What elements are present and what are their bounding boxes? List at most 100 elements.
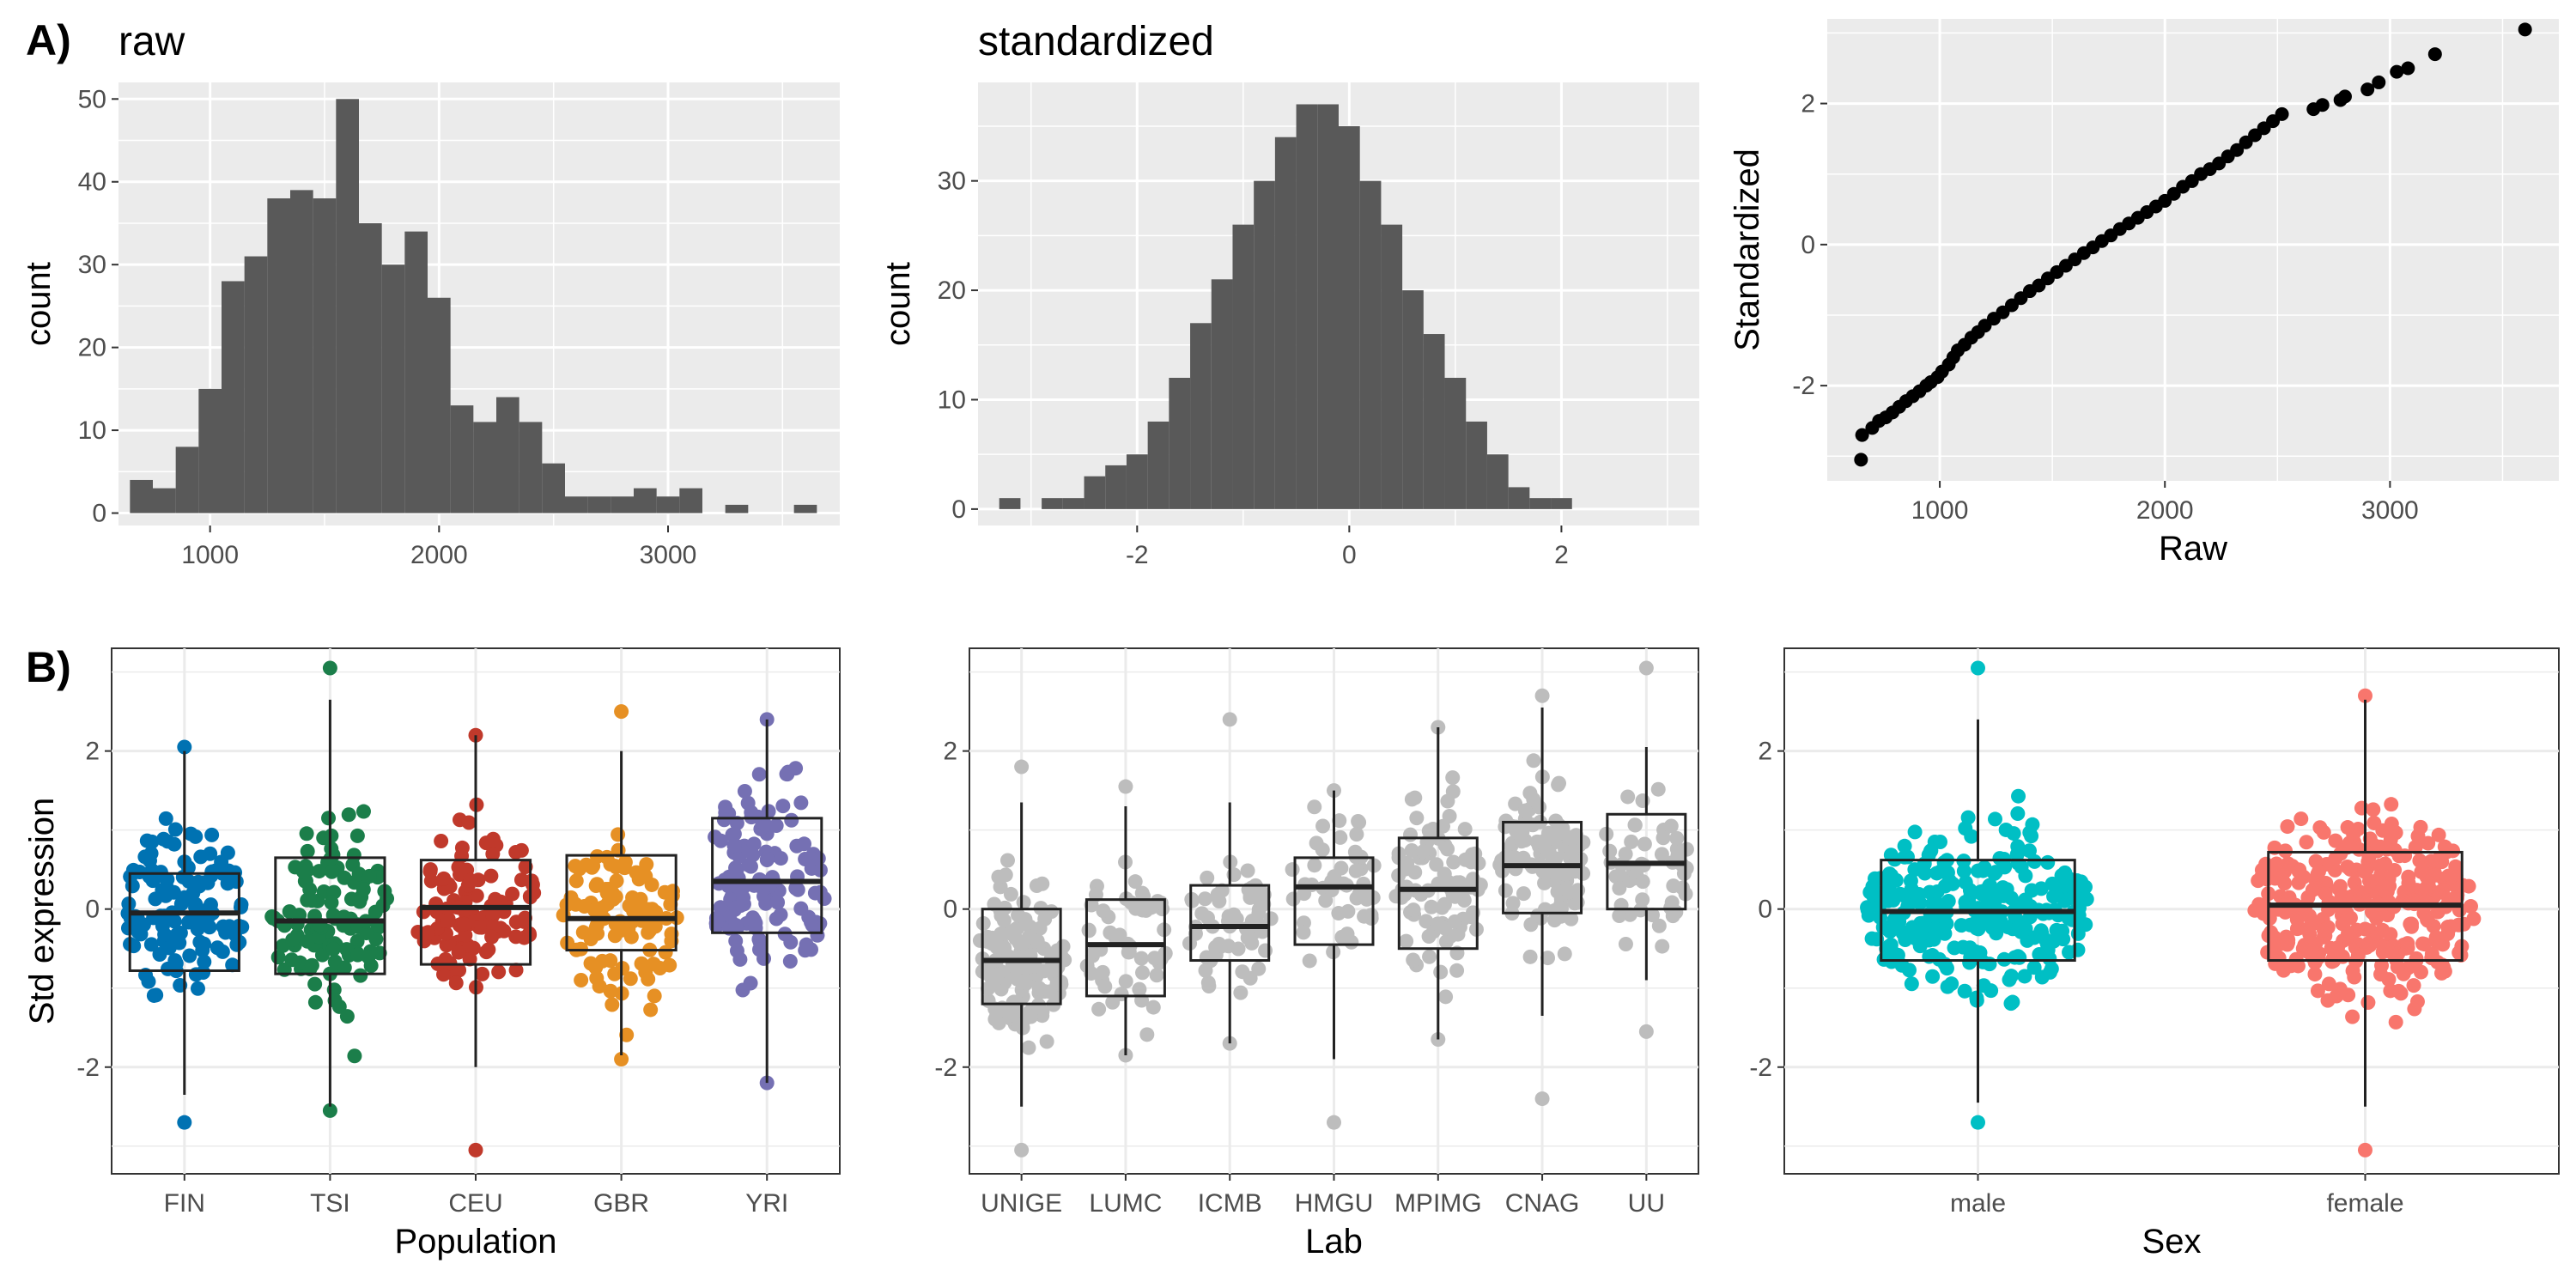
chart-4-point (611, 827, 626, 842)
chart-1-y-tick-label: 30 (78, 251, 106, 279)
chart-4-point (665, 884, 681, 899)
chart-5-point (1552, 775, 1567, 791)
chart-4-point (220, 845, 235, 860)
chart-6-point (1976, 954, 1991, 969)
chart-4-point (811, 851, 826, 866)
chart-6-x-axis-title: Sex (2142, 1223, 2202, 1261)
chart-4-point (131, 924, 146, 939)
chart-5-point (1433, 964, 1449, 980)
chart-4-point (751, 942, 767, 957)
chart-6-point (2329, 988, 2344, 1004)
chart-6-point (2316, 824, 2331, 840)
chart-4-point (643, 1002, 659, 1018)
chart-6-point (2388, 1014, 2403, 1030)
chart-6-point (1998, 822, 2014, 837)
chart-6-point (2007, 950, 2022, 965)
chart-6-point (1971, 660, 1985, 676)
chart-5-point (1429, 857, 1444, 872)
chart-4-x-tick-label: CEU (448, 1189, 502, 1218)
chart-6-point (1968, 944, 1984, 959)
chart-5-x-tick-label: MPIMG (1394, 1189, 1482, 1218)
chart-4-point (639, 857, 654, 872)
chart-5-point (1222, 712, 1237, 727)
chart-4-y-axis-title: Std expression (23, 798, 61, 1025)
chart-6-point (2400, 936, 2415, 951)
chart-3-x-tick-label: 1000 (1911, 496, 1969, 525)
chart-1-bar (496, 397, 519, 513)
chart-2-bar (1147, 421, 1170, 509)
chart-5-point (1645, 908, 1661, 923)
chart-6-point (2431, 827, 2446, 842)
chart-4-point (204, 864, 220, 879)
chart-1-bar (130, 479, 153, 513)
chart-6-point (2406, 978, 2421, 993)
chart-6-point (2423, 854, 2439, 869)
chart-5-point (1097, 979, 1113, 994)
chart-6-point (2360, 995, 2376, 1011)
chart-3-point (2230, 143, 2245, 157)
chart-5-point (1537, 875, 1552, 890)
chart-6-point (1940, 979, 1955, 994)
chart-4-point (188, 829, 204, 844)
chart-5-x-axis-title: Lab (1305, 1223, 1363, 1261)
chart-1: 0 10 20 30 40 50 1000 2000 3000 count raw (20, 19, 840, 569)
chart-6-point (1987, 894, 2002, 909)
chart-5-point (1635, 793, 1650, 809)
chart-4-point (153, 868, 168, 884)
chart-5-point (1364, 911, 1379, 927)
chart-4-point (353, 968, 368, 983)
chart-2-bar (1339, 125, 1360, 509)
chart-5-point (1348, 863, 1364, 878)
chart-4-point (304, 893, 319, 908)
chart-6-point (2353, 884, 2368, 900)
chart-6-point (1880, 873, 1896, 889)
chart-1-bar (175, 447, 199, 513)
chart-6-point (2377, 884, 2392, 899)
chart-4-point (605, 997, 620, 1012)
chart-5-box (1397, 836, 1479, 951)
chart-6-point (2280, 937, 2295, 952)
chart-4-point (285, 932, 301, 947)
chart-1-title: raw (118, 19, 185, 64)
chart-5-point (1018, 975, 1033, 990)
chart-4-point (486, 919, 501, 934)
chart-1-bar (450, 405, 474, 513)
chart-5-point (1032, 920, 1048, 936)
chart-6-point (1894, 957, 1910, 973)
chart-5-point (1550, 884, 1565, 899)
chart-6-point (2366, 815, 2382, 830)
chart-5-point (1118, 779, 1133, 794)
chart-2-bar (1551, 498, 1572, 509)
chart-6-point (1892, 914, 1907, 929)
chart-5-point (1095, 964, 1110, 980)
chart-4-point (568, 873, 584, 889)
chart-4-point (589, 970, 605, 986)
chart-5-y-tick-label: -2 (934, 1054, 957, 1082)
chart-6-point (2026, 960, 2042, 975)
chart-6-point (2350, 947, 2366, 963)
chart-4-point (234, 896, 249, 912)
chart-5-point (1121, 945, 1136, 960)
chart-4-point (729, 864, 744, 879)
chart-4-point (586, 902, 602, 918)
chart-4-point (321, 811, 337, 826)
chart-2-bar (1402, 290, 1424, 509)
chart-2-bar (1254, 180, 1275, 509)
chart-5-point (1450, 927, 1466, 942)
chart-5-point (1197, 891, 1212, 907)
chart-5-point (991, 1015, 1006, 1030)
chart-5-point (1534, 1091, 1550, 1107)
chart-6-point (1984, 983, 1999, 999)
chart-6-point (2385, 945, 2400, 961)
chart-1-bar (267, 198, 290, 513)
chart-5-point (1242, 888, 1258, 903)
chart-4-point (598, 882, 614, 897)
chart-5-point (1638, 1024, 1654, 1039)
chart-4-point (341, 807, 356, 823)
chart-4-point (663, 896, 678, 912)
chart-5-point (1327, 1115, 1341, 1130)
chart-6-point (2412, 853, 2427, 868)
chart-5-point (1135, 901, 1151, 916)
chart-5-point (1564, 844, 1580, 860)
chart-5-point (1150, 894, 1165, 909)
